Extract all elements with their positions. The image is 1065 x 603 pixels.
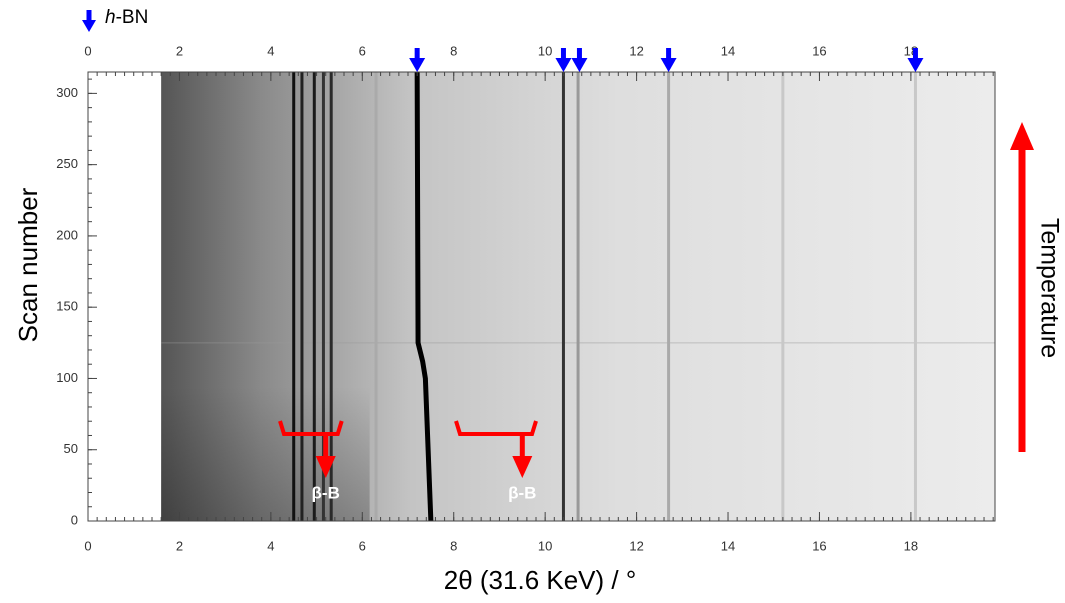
x-tick-label: 2 bbox=[176, 538, 183, 553]
legend-label: h-BN bbox=[105, 7, 149, 28]
temperature-label: Temperature bbox=[1035, 218, 1063, 358]
x-top-tick-label: 16 bbox=[812, 43, 826, 58]
plot-frame bbox=[87, 71, 996, 522]
peak-line bbox=[913, 72, 917, 521]
y-tick-label: 100 bbox=[56, 370, 78, 385]
y-tick-label: 0 bbox=[71, 512, 78, 527]
annotation-label: β-B bbox=[312, 483, 340, 502]
marker-arrow bbox=[555, 58, 572, 72]
x-tick-label: 16 bbox=[812, 538, 826, 553]
diffraction-image bbox=[161, 71, 996, 522]
marker-arrow bbox=[907, 58, 924, 72]
peak-line bbox=[300, 72, 304, 521]
y-tick-label: 300 bbox=[56, 85, 78, 100]
temperature-arrowhead bbox=[1010, 122, 1034, 150]
bracket bbox=[454, 420, 538, 436]
peak-line bbox=[374, 72, 378, 521]
annotation-label: β-B bbox=[508, 483, 536, 502]
x-tick-label: 4 bbox=[267, 538, 274, 553]
x-tick-label: 0 bbox=[84, 538, 91, 553]
marker-arrow bbox=[571, 58, 588, 72]
peak-line bbox=[576, 72, 580, 521]
image-shade bbox=[161, 72, 370, 521]
x-top-tick-label: 10 bbox=[538, 43, 552, 58]
x-axis-label: 2θ (31.6 KeV) / ° bbox=[444, 565, 637, 595]
legend-arrowhead bbox=[82, 20, 96, 32]
x-top-tick-label: 12 bbox=[629, 43, 643, 58]
bracket-arrow bbox=[315, 456, 336, 478]
y-tick-label: 200 bbox=[56, 227, 78, 242]
marker-arrow bbox=[409, 58, 426, 72]
x-tick-label: 8 bbox=[450, 538, 457, 553]
x-top-tick-label: 14 bbox=[721, 43, 735, 58]
x-tick-label: 6 bbox=[359, 538, 366, 553]
x-top-tick-label: 8 bbox=[450, 43, 457, 58]
x-top-tick-label: 6 bbox=[359, 43, 366, 58]
x-top-tick-label: 0 bbox=[84, 43, 91, 58]
bracket bbox=[278, 420, 344, 436]
peak-line bbox=[667, 72, 671, 521]
x-tick-label: 18 bbox=[904, 538, 918, 553]
peak-line bbox=[321, 72, 325, 521]
y-tick-label: 150 bbox=[56, 299, 78, 314]
y-tick-label: 50 bbox=[64, 441, 78, 456]
x-tick-label: 12 bbox=[629, 538, 643, 553]
y-tick-label: 250 bbox=[56, 156, 78, 171]
peak-line bbox=[312, 72, 316, 521]
peak-line bbox=[329, 72, 333, 521]
x-top-tick-label: 4 bbox=[267, 43, 274, 58]
x-tick-label: 10 bbox=[538, 538, 552, 553]
x-top-tick-label: 2 bbox=[176, 43, 183, 58]
peak-line bbox=[561, 72, 565, 521]
y-axis-label: Scan number bbox=[13, 187, 43, 342]
peak-line bbox=[781, 72, 785, 521]
bracket-arrow bbox=[512, 456, 533, 478]
marker-arrow bbox=[660, 58, 677, 72]
peak-line bbox=[292, 72, 296, 521]
x-tick-label: 14 bbox=[721, 538, 735, 553]
moving-peak bbox=[414, 71, 434, 522]
